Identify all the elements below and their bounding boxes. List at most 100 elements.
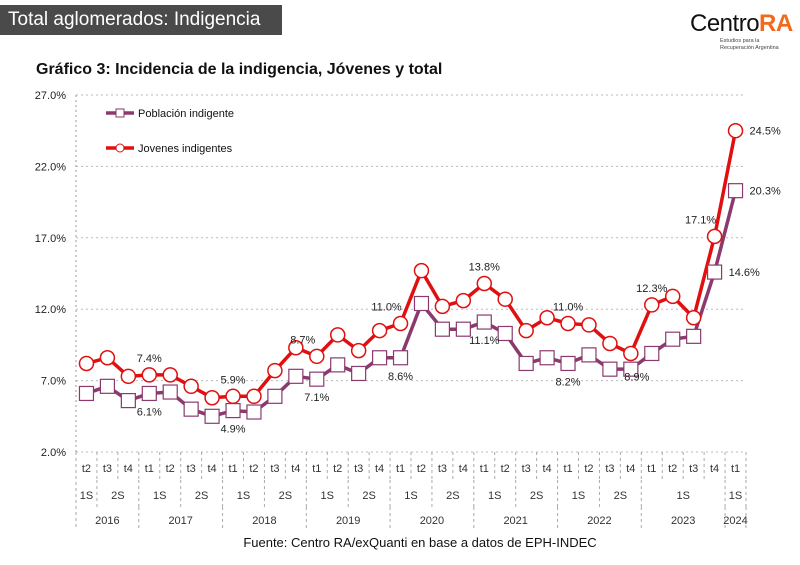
x-quarter-label: t2 [166, 463, 175, 475]
data-point-circle [434, 298, 451, 315]
data-point-square [476, 314, 492, 330]
x-year-label: 2020 [420, 515, 444, 527]
x-quarter-label: t1 [480, 463, 489, 475]
logo-accent: RA [759, 10, 793, 37]
logo-name: Centro [690, 10, 760, 37]
data-point-square [309, 371, 325, 387]
data-point-square [434, 321, 451, 337]
x-quarter-label: t1 [396, 463, 405, 475]
data-point-circle [288, 340, 304, 356]
legend-circle-marker [115, 143, 125, 153]
x-quarter-label: t4 [626, 463, 635, 475]
x-quarter-label: t1 [312, 463, 321, 475]
data-label: 11.0% [553, 301, 584, 313]
y-tick-label: 22.0% [35, 161, 66, 173]
data-point-circle [246, 388, 262, 405]
logo-tagline-1: Estudios para la [720, 38, 760, 44]
data-point-square [120, 392, 136, 409]
x-semester-label: 2S [111, 490, 124, 502]
data-point-square [330, 357, 346, 373]
data-label: 8.6% [388, 371, 413, 383]
data-point-circle [685, 310, 702, 326]
data-point-square [351, 365, 367, 382]
y-tick-label: 27.0% [35, 90, 66, 102]
x-quarter-label: t2 [249, 463, 258, 475]
x-quarter-label: t3 [187, 463, 196, 475]
x-semester-label: 1S [572, 490, 585, 502]
x-quarter-label: t3 [438, 463, 447, 475]
data-point-square [560, 355, 576, 372]
x-quarter-label: t1 [647, 463, 656, 475]
x-year-label: 2017 [168, 515, 192, 527]
legend-label: Población indigente [138, 108, 234, 120]
x-quarter-label: t4 [124, 463, 133, 475]
data-point-circle [78, 355, 95, 372]
x-quarter-label: t1 [731, 463, 740, 475]
x-semester-label: 2S [446, 490, 459, 502]
data-label: 8.9% [624, 371, 649, 383]
data-point-square [455, 321, 471, 337]
data-point-circle [309, 348, 325, 365]
data-point-circle [99, 350, 116, 366]
data-point-square [183, 401, 199, 417]
x-year-label: 2022 [587, 515, 611, 527]
data-point-circle [539, 310, 555, 326]
x-semester-label: 1S [153, 490, 166, 502]
data-label: 20.3% [750, 186, 781, 198]
data-point-circle [581, 317, 597, 333]
x-year-label: 2019 [336, 515, 360, 527]
chart-title: Gráfico 3: Incidencia de la indigencia, … [36, 61, 443, 78]
x-quarter-label: t4 [375, 463, 384, 475]
x-quarter-label: t2 [417, 463, 426, 475]
data-point-square [686, 328, 702, 344]
x-quarter-label: t2 [584, 463, 593, 475]
data-point-circle [204, 389, 220, 406]
data-point-square [413, 295, 430, 312]
data-point-square [727, 183, 744, 199]
x-quarter-label: t3 [522, 463, 531, 475]
data-point-square [204, 408, 220, 424]
data-point-circle [183, 378, 199, 395]
x-quarter-label: t2 [82, 463, 91, 475]
data-point-square [602, 361, 618, 377]
x-semester-label: 1S [321, 490, 334, 502]
data-point-square [371, 350, 388, 366]
x-semester-label: 1S [729, 490, 742, 502]
x-year-label: 2024 [723, 515, 747, 527]
x-semester-label: 2S [614, 490, 627, 502]
x-quarter-label: t3 [689, 463, 698, 475]
x-semester-label: 2S [279, 490, 292, 502]
data-point-square [539, 350, 555, 366]
data-point-square [518, 355, 534, 372]
x-semester-label: 1S [80, 490, 93, 502]
x-semester-label: 2S [530, 490, 543, 502]
y-tick-label: 2.0% [41, 447, 66, 459]
data-point-circle [162, 367, 178, 383]
source-note: Fuente: Centro RA/exQuanti en base a dat… [243, 535, 597, 550]
data-point-circle [455, 292, 472, 309]
data-label: 11.0% [371, 301, 402, 313]
x-year-label: 2023 [671, 515, 695, 527]
data-label: 13.8% [469, 261, 500, 273]
y-tick-label: 17.0% [35, 233, 66, 245]
x-quarter-label: t3 [605, 463, 614, 475]
x-semester-label: 1S [488, 490, 501, 502]
data-label: 8.7% [290, 334, 315, 346]
x-semester-label: 2S [195, 490, 208, 502]
data-point-square [497, 325, 513, 342]
data-point-circle [664, 288, 681, 305]
data-point-circle [497, 291, 513, 307]
x-quarter-label: t4 [710, 463, 719, 475]
data-point-square [706, 264, 723, 280]
data-point-circle [267, 362, 283, 379]
data-label: 7.1% [304, 392, 329, 404]
data-point-square [665, 331, 681, 347]
x-semester-label: 1S [237, 490, 250, 502]
data-point-circle [644, 297, 660, 313]
x-quarter-label: t4 [543, 463, 552, 475]
data-point-square [392, 350, 409, 366]
centro-ra-logo: CentroRA Estudios para la Recuperación A… [690, 10, 800, 52]
x-semester-label: 1S [404, 490, 417, 502]
data-label: 24.5% [750, 126, 781, 138]
